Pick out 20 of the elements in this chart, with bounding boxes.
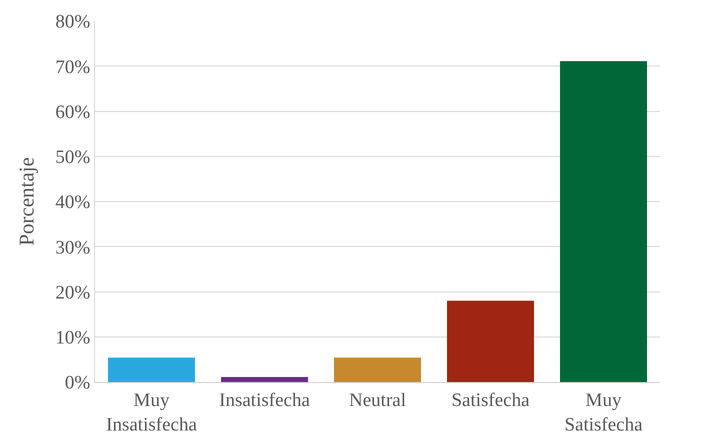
bar: [560, 61, 648, 382]
y-axis-title: Porcentaje: [14, 157, 39, 246]
y-tick-label: 0%: [64, 372, 90, 394]
x-tick-label: Muy Insatisfecha: [106, 390, 198, 436]
x-tick-label: Muy Satisfecha: [564, 390, 644, 436]
bar: [334, 358, 422, 382]
x-tick-label: Neutral: [349, 390, 406, 411]
bar: [221, 377, 308, 382]
y-tick-label: 40%: [55, 192, 90, 214]
y-tick-label: 80%: [55, 12, 90, 33]
x-tick-label: Satisfecha: [451, 390, 530, 411]
y-tick-label: 20%: [55, 282, 90, 304]
x-tick-label: Insatisfecha: [219, 390, 310, 411]
bar: [447, 300, 534, 382]
y-tick-label: 30%: [55, 237, 90, 258]
y-tick-label: 70%: [55, 56, 90, 78]
y-tick-label: 10%: [55, 328, 90, 349]
y-tick-label: 50%: [55, 147, 90, 168]
bar: [108, 358, 196, 382]
y-tick-label: 60%: [55, 102, 90, 123]
